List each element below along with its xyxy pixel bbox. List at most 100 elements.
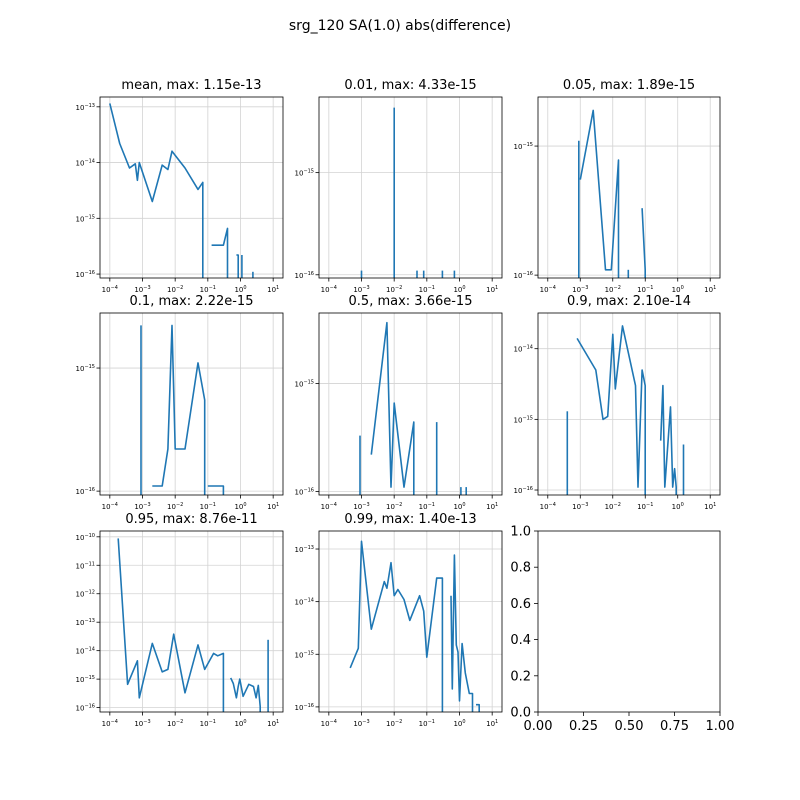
series-line-1 (450, 554, 474, 712)
series-line-1 (576, 325, 646, 495)
y-tick-label: 10−14 (76, 647, 95, 656)
x-tick-label: 10−2 (386, 285, 402, 294)
x-tick-label: 10−3 (572, 502, 588, 511)
subplot-5: 10−4 10−3 10−2 10−1 100 101 10−16 10−15 10−14 0.9… (514, 294, 721, 511)
x-tick-label: 10−1 (419, 719, 435, 728)
series-line-0 (349, 540, 444, 712)
y-tick-label: 10−13 (76, 103, 95, 112)
x-tick-label: 10−1 (419, 502, 435, 511)
x-tick-label: 10−2 (386, 719, 402, 728)
x-tick-label: 10−3 (353, 502, 369, 511)
x-tick-label: 0.50 (615, 719, 644, 734)
series-line-1 (579, 109, 620, 278)
subplot-title: 0.99, max: 1.40e-13 (344, 512, 476, 527)
x-tick-label: 101 (486, 285, 498, 294)
x-tick-label: 10−2 (167, 719, 183, 728)
x-tick-label: 10−1 (637, 502, 653, 511)
subplot-7: 10−4 10−3 10−2 10−1 100 101 10−16 10−15 10−14 10−… (295, 512, 503, 728)
x-tick-label: 10−4 (321, 719, 337, 728)
x-tick-label: 101 (704, 502, 716, 511)
axes-frame (99, 530, 284, 713)
subplot-title: 0.1, max: 2.22e-15 (130, 294, 254, 309)
axes-frame (537, 312, 721, 496)
x-tick-label: 10−1 (200, 719, 216, 728)
y-tick-label: 10−15 (76, 364, 95, 373)
x-tick-label: 10−4 (102, 502, 118, 511)
series-line-3 (641, 208, 646, 278)
subplot-title: 0.95, max: 8.76e-11 (125, 512, 257, 527)
x-tick-label: 10−1 (419, 285, 435, 294)
x-tick-label: 10−2 (605, 502, 621, 511)
y-tick-label: 0.6 (510, 597, 531, 612)
x-tick-label: 10−1 (637, 285, 653, 294)
x-tick-label: 101 (486, 502, 498, 511)
y-tick-label: 10−14 (76, 159, 95, 168)
axes-frame (318, 312, 503, 496)
series-line-0 (109, 103, 204, 278)
y-tick-label: 10−14 (295, 598, 314, 607)
y-tick-label: 10−11 (76, 561, 95, 570)
x-tick-label: 100 (453, 719, 465, 728)
x-tick-label: 10−2 (167, 502, 183, 511)
y-tick-label: 10−16 (76, 270, 95, 279)
axes-frame (537, 530, 721, 713)
axes-frame (99, 96, 284, 279)
y-tick-label: 0.4 (510, 633, 531, 648)
y-tick-label: 10−15 (514, 415, 533, 424)
y-tick-label: 10−16 (76, 704, 95, 713)
y-tick-label: 10−15 (295, 380, 314, 389)
series-line-1 (229, 677, 261, 712)
x-tick-label: 101 (267, 719, 279, 728)
x-tick-label: 10−3 (353, 719, 369, 728)
x-tick-label: 10−3 (572, 285, 588, 294)
x-tick-label: 10−1 (200, 285, 216, 294)
subplot-title: mean, max: 1.15e-13 (121, 78, 261, 93)
axes-frame (99, 312, 284, 496)
x-tick-label: 10−2 (167, 285, 183, 294)
y-tick-label: 10−16 (76, 487, 95, 496)
x-tick-label: 100 (234, 719, 246, 728)
y-tick-label: 10−15 (295, 650, 314, 659)
x-tick-label: 100 (234, 502, 246, 511)
y-tick-label: 10−13 (295, 545, 314, 554)
subplot-1: 10−4 10−3 10−2 10−1 100 101 10−16 10−15 0.01, ma… (295, 78, 503, 294)
y-tick-label: 10−15 (514, 142, 533, 151)
x-tick-label: 10−2 (605, 285, 621, 294)
x-tick-label: 10−4 (102, 285, 118, 294)
y-tick-label: 0.2 (510, 669, 531, 684)
y-tick-label: 10−15 (295, 169, 314, 178)
axes-frame (537, 96, 721, 279)
x-tick-label: 100 (672, 285, 684, 294)
x-tick-label: 10−2 (386, 502, 402, 511)
y-tick-label: 10−13 (76, 618, 95, 627)
x-tick-label: 100 (453, 502, 465, 511)
subplot-title: 0.01, max: 4.33e-15 (344, 78, 476, 93)
x-tick-label: 10−3 (134, 719, 150, 728)
y-tick-label: 0.8 (510, 561, 531, 576)
x-tick-label: 101 (267, 502, 279, 511)
subplot-3: 10−4 10−3 10−2 10−1 100 101 10−16 10−15 0.1, max… (76, 294, 284, 511)
y-tick-label: 10−16 (514, 486, 533, 495)
x-tick-label: 100 (672, 502, 684, 511)
axes-frame (318, 96, 503, 279)
subplot-title: 0.5, max: 3.66e-15 (349, 294, 473, 309)
x-tick-label: 0.75 (660, 719, 689, 734)
x-tick-label: 0.00 (524, 719, 553, 734)
subplot-6: 10−4 10−3 10−2 10−1 100 101 10−16 10−15 10−14 10−… (76, 512, 284, 728)
axes-frame (318, 530, 503, 713)
subplot-2: 10−4 10−3 10−2 10−1 100 101 10−16 10−15 0.05, ma… (514, 78, 721, 294)
x-tick-label: 101 (267, 285, 279, 294)
subplot-4: 10−4 10−3 10−2 10−1 100 101 10−16 10−15 0.5, max… (295, 294, 503, 511)
subplot-grid: 10−4 10−3 10−2 10−1 100 101 10−16 10−15 10−14 10−… (76, 78, 735, 735)
series-line-2 (659, 384, 677, 495)
x-tick-label: 10−3 (134, 502, 150, 511)
y-tick-label: 10−16 (295, 703, 314, 712)
y-tick-label: 10−14 (514, 345, 533, 354)
x-tick-label: 10−3 (134, 285, 150, 294)
subplot-8: 0.00 0.25 0.50 0.75 1.00 0.0 0.2 0.4 0.6 0.8 1.0 (510, 525, 734, 735)
y-tick-label: 10−16 (295, 271, 314, 280)
y-tick-label: 10−12 (76, 590, 95, 599)
series-line-2 (207, 485, 225, 495)
x-tick-label: 10−4 (321, 285, 337, 294)
